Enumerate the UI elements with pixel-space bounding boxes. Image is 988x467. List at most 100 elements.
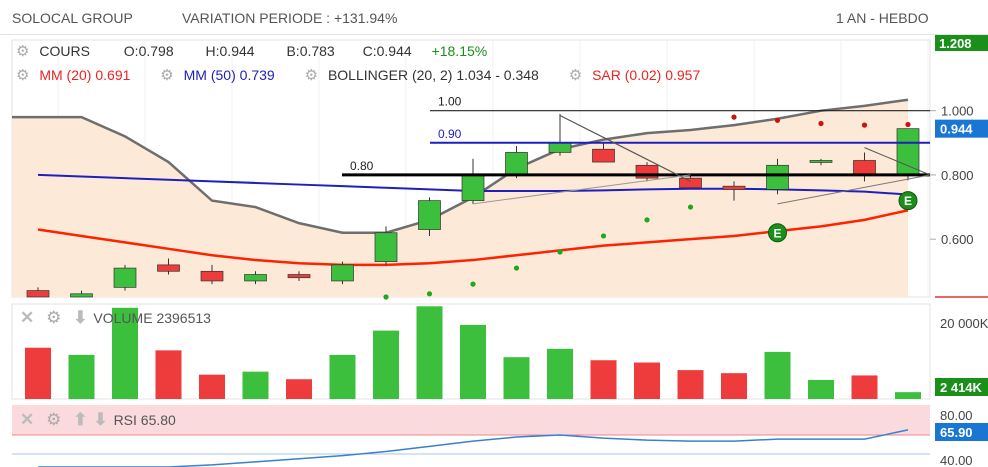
signal-badge [768, 223, 787, 243]
rsi-value: 65.80 [140, 412, 176, 428]
gear-icon[interactable]: ⚙ [304, 67, 319, 84]
bollinger-fill [12, 99, 908, 297]
low-value: 0.783 [299, 43, 335, 59]
candle-body [809, 160, 833, 163]
volume-bar [721, 373, 747, 399]
candle-body [200, 270, 224, 282]
legend-indicators: ⚙ MM (20) 0.691 ⚙ MM (50) 0.739 ⚙ BOLLIN… [16, 66, 700, 84]
gear-icon[interactable]: ⚙ [46, 308, 62, 327]
sar-dot [731, 114, 737, 120]
bollinger-value: 1.034 - 0.348 [456, 67, 539, 83]
chart-header: SOLOCAL GROUP VARIATION PERIODE : +131.9… [0, 0, 988, 35]
volume-bar [155, 350, 182, 399]
candle-body [853, 160, 876, 176]
rsi-current-badge [935, 423, 988, 441]
rsi-y-tick: 40.00 [940, 453, 973, 467]
y-tick-label: 1.000 [941, 104, 974, 119]
top-price-label: 1.208 [939, 36, 972, 51]
candle-body [70, 293, 93, 298]
volume-bar [677, 370, 704, 399]
volume-bar [112, 307, 138, 399]
bollinger-label: BOLLINGER (20, 2) [327, 67, 453, 83]
trendline [864, 147, 931, 176]
candle-body [244, 274, 267, 282]
candle-body [157, 264, 180, 272]
volume-header: ✕ ⚙ ⬇ VOLUME 2396513 [20, 308, 211, 328]
volume-current-label: 2 414K [940, 380, 983, 395]
close-icon[interactable]: ✕ [20, 308, 35, 327]
sar-dot [861, 122, 868, 128]
candle-body [722, 185, 746, 190]
rsi-label: RSI [113, 412, 137, 428]
sar-dot [470, 281, 476, 287]
sar-dot [774, 117, 781, 123]
sar-dot [600, 233, 607, 239]
mm50-label: MM (50) [183, 67, 236, 83]
change-value: +18.15% [431, 43, 488, 59]
volume-bar [808, 380, 834, 399]
rsi-current-label: 65.90 [940, 425, 973, 440]
mm20-value: 0.691 [95, 67, 131, 83]
volume-bar [25, 347, 51, 399]
gear-icon[interactable]: ⚙ [46, 410, 62, 429]
level-label: 0.80 [350, 159, 374, 173]
mm20-label: MM (20) [39, 67, 92, 83]
volume-bar [416, 306, 443, 399]
candle-body [461, 174, 485, 201]
arrow-up-icon[interactable]: ⬆ [73, 410, 88, 429]
candle-body [548, 142, 572, 153]
sar-dot [513, 265, 520, 271]
period-selector[interactable]: 1 AN - HEBDO [836, 10, 929, 26]
volume-y-tick: 20 000K [940, 316, 988, 331]
volume-value: 2396513 [156, 310, 211, 326]
volume-bar [199, 374, 225, 399]
sar-label: SAR (0.02) [592, 67, 662, 83]
volume-bar [895, 392, 921, 399]
signal-badge [898, 191, 918, 211]
close-label: C: [362, 43, 377, 59]
candle-body [418, 200, 441, 230]
y-tick-label: 0.800 [941, 168, 974, 183]
instrument-title: SOLOCAL GROUP [12, 10, 133, 26]
open-value: 0.798 [138, 43, 174, 59]
arrow-down-icon[interactable]: ⬇ [93, 410, 108, 429]
open-label: O: [123, 43, 139, 59]
candle-body [505, 152, 528, 176]
trendline [472, 174, 691, 205]
sar-dot [905, 121, 911, 128]
candle-body [679, 177, 702, 189]
sar-dot [644, 217, 650, 223]
gear-icon[interactable]: ⚙ [568, 67, 583, 84]
volume-bar [634, 362, 660, 399]
volume-bar [242, 371, 269, 399]
sar-dot [426, 291, 433, 297]
current-price-badge [935, 119, 988, 138]
trendline [777, 174, 931, 205]
close-value: 0.944 [376, 43, 412, 59]
rsi-overbought-band [12, 405, 930, 435]
volume-bar [590, 360, 617, 399]
cours-label: COURS [39, 43, 90, 59]
volume-label: VOLUME [93, 310, 153, 326]
current-price-label: 0.944 [940, 122, 973, 137]
close-icon[interactable]: ✕ [20, 410, 35, 429]
arrow-down-icon[interactable]: ⬇ [73, 308, 88, 327]
volume-current-badge [935, 378, 988, 396]
volume-bar [329, 354, 356, 399]
gear-icon[interactable]: ⚙ [160, 67, 174, 84]
volume-bar [547, 348, 573, 399]
signal-badge-label: E [773, 226, 781, 240]
mm20-line [37, 209, 909, 267]
gear-icon[interactable]: ⚙ [16, 43, 30, 60]
level-label: 0.90 [438, 127, 462, 141]
sar-dot [557, 249, 563, 255]
y-tick-label: 0.600 [941, 232, 974, 247]
gear-icon[interactable]: ⚙ [16, 67, 30, 84]
volume-bar [764, 351, 791, 399]
period-variation: VARIATION PERIODE : +131.94% [182, 10, 398, 26]
candle-body [287, 274, 311, 279]
volume-bar [851, 375, 878, 399]
sar-dot [687, 204, 694, 210]
trendlines: EE [472, 114, 931, 243]
top-price-badge [935, 35, 988, 51]
